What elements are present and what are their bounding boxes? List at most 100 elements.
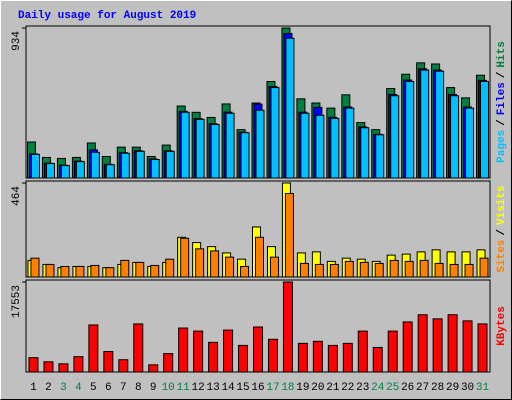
bar (480, 80, 490, 179)
bar (284, 193, 294, 278)
bar (297, 342, 308, 373)
bar (193, 330, 204, 373)
bar (105, 267, 115, 278)
bar (420, 69, 430, 179)
legend-entry: Sites (496, 240, 508, 273)
x-tick-label: 11 (177, 382, 191, 394)
bar (178, 327, 189, 373)
bar (342, 342, 353, 373)
bar (150, 159, 160, 179)
legend-entry: Visits (496, 185, 508, 225)
x-tick-label: 23 (356, 382, 369, 394)
bar (75, 265, 85, 278)
x-tick-label: 29 (446, 382, 459, 394)
bar (327, 344, 338, 373)
legend-entry: Pages (496, 130, 508, 163)
bar (360, 127, 370, 179)
bar (432, 318, 443, 373)
bar (315, 114, 325, 179)
legend-entry: Hits (496, 41, 508, 67)
y-tick-label: 17553 (11, 285, 23, 318)
legend-separator: / (496, 71, 508, 78)
bar (374, 262, 384, 278)
x-tick-label: 17 (266, 382, 279, 394)
bar (43, 361, 54, 373)
bar (375, 134, 385, 179)
bar (195, 248, 205, 278)
x-tick-label: 7 (120, 382, 127, 394)
bar (477, 323, 488, 373)
bar (299, 262, 309, 278)
bar (165, 258, 175, 278)
bar (270, 87, 280, 179)
x-tick-label: 18 (281, 382, 294, 394)
bar (345, 107, 355, 179)
bar (462, 320, 473, 373)
x-tick-label: 15 (236, 382, 249, 394)
bar (240, 265, 250, 278)
bar (120, 152, 130, 179)
bar (434, 262, 444, 278)
legend: KBytes (496, 306, 508, 346)
chart-title: Daily usage for August 2019 (18, 10, 196, 22)
x-tick-label: 22 (341, 382, 354, 394)
bar (45, 263, 55, 278)
bar (225, 256, 235, 278)
bar (314, 263, 324, 278)
x-tick-label: 5 (90, 382, 97, 394)
bar (267, 338, 278, 373)
bar (300, 112, 310, 179)
x-tick-label: 19 (296, 382, 309, 394)
bar (357, 330, 368, 373)
bar (135, 150, 145, 179)
bar (417, 314, 428, 373)
x-tick-label: 26 (401, 382, 414, 394)
bar (103, 351, 114, 373)
bar (88, 324, 99, 373)
bar (419, 259, 429, 278)
bar (120, 259, 130, 278)
bar (390, 95, 400, 179)
bar (118, 359, 129, 373)
x-tick-label: 9 (150, 382, 157, 394)
bar (435, 70, 445, 179)
bar (165, 150, 175, 179)
bar (195, 118, 205, 179)
bar (73, 356, 84, 373)
bar (282, 281, 293, 373)
bar (447, 314, 458, 373)
bar (387, 330, 398, 373)
x-tick-label: 13 (206, 382, 219, 394)
bar (30, 257, 40, 278)
x-tick-label: 8 (135, 382, 142, 394)
bar (208, 341, 219, 373)
bar (255, 109, 265, 179)
bar (150, 264, 160, 278)
y-tick-label: 464 (11, 186, 23, 206)
bar (479, 257, 489, 278)
x-tick-label: 21 (326, 382, 340, 394)
legend-separator: / (496, 229, 508, 236)
x-tick-label: 27 (416, 382, 429, 394)
bar (58, 363, 69, 373)
x-tick-label: 31 (476, 382, 490, 394)
bar (372, 346, 383, 373)
x-tick-label: 20 (311, 382, 324, 394)
bar (255, 236, 264, 278)
bar (30, 153, 40, 179)
x-tick-label: 3 (60, 382, 67, 394)
x-tick-label: 16 (251, 382, 264, 394)
bar (312, 340, 323, 373)
legend-entry: KBytes (496, 306, 508, 346)
bar (359, 261, 369, 278)
bar (253, 326, 263, 373)
bar (450, 95, 460, 179)
bar (404, 260, 414, 278)
x-tick-label: 24 (371, 382, 385, 394)
x-tick-label: 28 (431, 382, 444, 394)
bar (285, 37, 295, 179)
bar (449, 263, 459, 278)
legend: Sites / Visits (496, 185, 508, 272)
